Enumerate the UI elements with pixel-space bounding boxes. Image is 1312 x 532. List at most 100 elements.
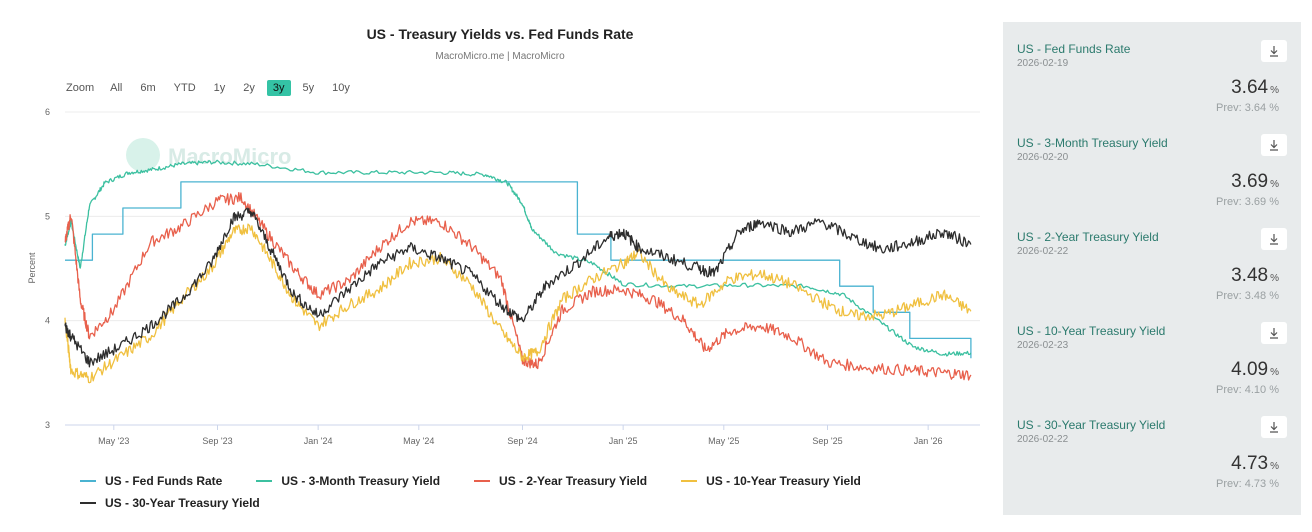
axes: 3 4 5 6 May '23 Sep '23 Jan '24 May '24 Sep '24 J… [45,107,980,446]
stat-name[interactable]: US - 30-Year Treasury Yield [1017,418,1166,432]
zoom-1y-button[interactable]: 1y [213,82,226,94]
download-icon [1270,234,1278,245]
legend-item-30-year[interactable]: US - 30-Year Treasury Yield [80,492,260,514]
legend-swatch [256,480,273,482]
stat-value-number: 4.09 [1231,359,1269,380]
stat-card-fed-funds: US - Fed Funds Rate 2026-02-19 3.64% Pre… [1003,22,1301,116]
stat-date: 2026-02-20 [1017,152,1069,163]
legend-item-fed-funds[interactable]: US - Fed Funds Rate [80,470,222,492]
x-tick-label: Jan '24 [304,436,333,446]
download-icon [1270,422,1278,433]
watermark: MacroMicro [126,138,291,172]
zoom-bar: Zoom All 6m YTD 1y 2y 3y 5y 10y [66,80,362,96]
download-button[interactable] [1261,416,1287,438]
stat-unit: % [1270,367,1279,378]
x-tick-label: May '23 [98,436,129,446]
x-tick-label: Sep '23 [202,436,232,446]
zoom-10y-button[interactable]: 10y [332,82,350,94]
stats-side-panel: US - Fed Funds Rate 2026-02-19 3.64% Pre… [1003,22,1301,515]
stat-prev: Prev: 4.10 % [1216,384,1279,396]
stat-unit: % [1270,179,1279,190]
series-line-us-30-year-treasury-yield[interactable] [64,207,972,368]
zoom-label: Zoom [66,82,95,94]
download-icon [1270,140,1278,151]
y-tick-label: 6 [45,107,50,117]
line-chart[interactable]: MacroMicro 3 4 5 6 May '23 Sep '23 Jan '24 May … [0,0,990,470]
stat-value: 3.69% [1231,171,1279,193]
legend: US - Fed Funds Rate US - 3-Month Treasur… [80,470,960,514]
x-tick-label: Jan '25 [609,436,638,446]
stat-value-number: 3.64 [1231,77,1269,98]
chart-title: US - Treasury Yields vs. Fed Funds Rate [366,26,634,42]
y-axis-label: Percent [27,252,37,284]
stat-value-number: 3.48 [1231,265,1269,286]
stat-card-30-year: US - 30-Year Treasury Yield 2026-02-22 4… [1003,398,1301,492]
x-tick-label: Sep '24 [507,436,537,446]
stat-date: 2026-02-23 [1017,340,1069,351]
stat-name[interactable]: US - 10-Year Treasury Yield [1017,324,1166,338]
legend-swatch [80,502,96,504]
legend-item-3-month[interactable]: US - 3-Month Treasury Yield [256,470,440,492]
x-tick-label: Sep '25 [812,436,842,446]
legend-label: US - 2-Year Treasury Yield [499,474,648,488]
stat-value: 4.09% [1231,359,1279,381]
zoom-3y-button[interactable]: 3y [266,80,291,96]
legend-swatch [681,480,698,482]
stat-name[interactable]: US - 2-Year Treasury Yield [1017,230,1159,244]
chart-panel: US - Treasury Yields vs. Fed Funds Rate … [0,0,990,514]
legend-swatch [80,480,96,482]
stat-unit: % [1270,273,1279,284]
x-tick-label: Jan '26 [914,436,943,446]
legend-label: US - Fed Funds Rate [105,474,223,488]
zoom-all-button[interactable]: All [110,82,123,94]
watermark-logo-icon [126,138,160,172]
y-tick-label: 5 [45,211,50,221]
stat-value: 3.48% [1231,265,1279,287]
series-line-us-fed-funds-rate[interactable] [65,181,972,359]
stat-date: 2026-02-19 [1017,58,1069,69]
stat-card-3-month: US - 3-Month Treasury Yield 2026-02-20 3… [1003,116,1301,210]
y-tick-label: 4 [45,316,50,326]
legend-swatch [474,480,491,482]
zoom-2y-button[interactable]: 2y [243,82,255,94]
series[interactable] [64,159,972,384]
series-line-us-3-month-treasury-yield[interactable] [64,159,972,357]
stat-card-10-year: US - 10-Year Treasury Yield 2026-02-23 4… [1003,304,1301,398]
legend-item-2-year[interactable]: US - 2-Year Treasury Yield [474,470,647,492]
watermark-text: MacroMicro [168,144,291,169]
zoom-6m-button[interactable]: 6m [140,82,156,94]
stat-unit: % [1270,461,1279,472]
stat-value-number: 4.73 [1231,453,1269,474]
stat-name[interactable]: US - Fed Funds Rate [1017,42,1131,56]
y-tick-label: 3 [45,420,50,430]
legend-label: US - 30-Year Treasury Yield [105,496,260,510]
x-tick-label: May '24 [403,436,434,446]
stat-value-number: 3.69 [1231,171,1269,192]
stat-name[interactable]: US - 3-Month Treasury Yield [1017,136,1168,150]
stat-value: 4.73% [1231,453,1279,475]
download-button[interactable] [1261,134,1287,156]
download-button[interactable] [1261,322,1287,344]
download-icon [1270,46,1278,57]
zoom-5y-button[interactable]: 5y [302,82,315,94]
series-line-us-10-year-treasury-yield[interactable] [64,223,972,384]
download-icon [1270,328,1278,339]
legend-item-10-year[interactable]: US - 10-Year Treasury Yield [681,470,861,492]
series-line-us-2-year-treasury-yield[interactable] [64,191,972,381]
stat-date: 2026-02-22 [1017,246,1069,257]
stat-prev: Prev: 3.48 % [1216,290,1279,302]
stat-card-2-year: US - 2-Year Treasury Yield 2026-02-22 3.… [1003,210,1301,304]
stat-prev: Prev: 3.64 % [1216,102,1279,114]
stat-value: 3.64% [1231,77,1279,99]
legend-label: US - 3-Month Treasury Yield [281,474,441,488]
stat-unit: % [1270,85,1279,96]
legend-label: US - 10-Year Treasury Yield [706,474,861,488]
download-button[interactable] [1261,228,1287,250]
zoom-ytd-button[interactable]: YTD [173,82,196,94]
x-tick-label: May '25 [708,436,739,446]
chart-subtitle: MacroMicro.me | MacroMicro [435,51,565,62]
download-button[interactable] [1261,40,1287,62]
stat-date: 2026-02-22 [1017,434,1069,445]
stat-prev: Prev: 4.73 % [1216,478,1279,490]
stat-prev: Prev: 3.69 % [1216,196,1279,208]
